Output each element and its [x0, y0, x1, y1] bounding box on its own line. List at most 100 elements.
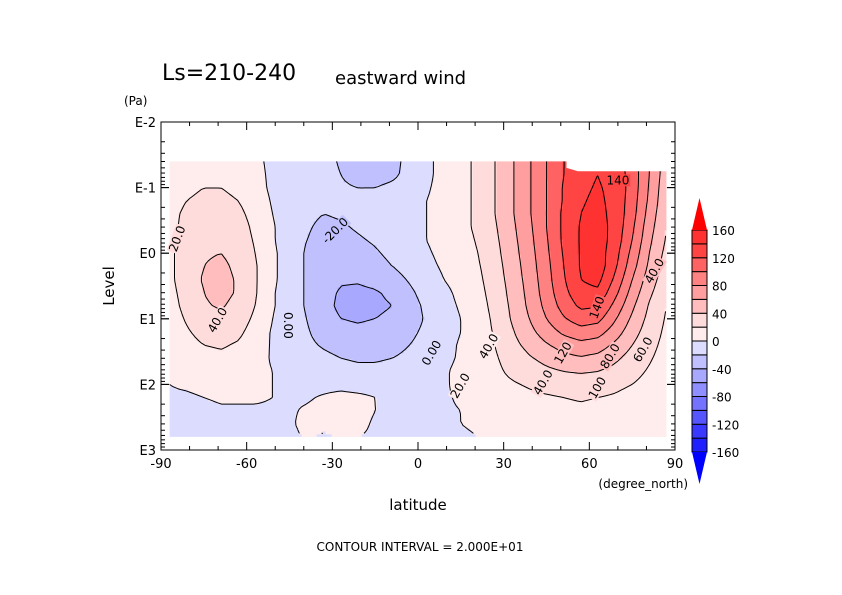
contour-fill-cell: [478, 191, 482, 195]
contour-fill-cell: [664, 206, 668, 210]
contour-fill-cell: [559, 188, 563, 192]
contour-fill-cell: [634, 203, 638, 207]
contour-fill-cell: [562, 188, 566, 192]
contour-fill-cell: [172, 176, 176, 180]
contour-fill-cell: [388, 221, 392, 225]
contour-fill-cell: [199, 227, 203, 231]
contour-fill-cell: [433, 224, 437, 228]
contour-fill-cell: [433, 242, 437, 246]
contour-fill-cell: [373, 233, 377, 237]
contour-fill-cell: [331, 206, 335, 210]
contour-fill-cell: [379, 221, 383, 225]
contour-fill-cell: [478, 161, 482, 165]
contour-fill-cell: [466, 194, 470, 198]
contour-fill-cell: [484, 167, 488, 171]
contour-fill-cell: [439, 203, 443, 207]
contour-fill-cell: [244, 227, 248, 231]
contour-fill-cell: [373, 230, 377, 234]
contour-fill-cell: [598, 242, 602, 246]
contour-fill-cell: [658, 197, 662, 201]
contour-fill-cell: [334, 173, 338, 177]
contour-fill-cell: [397, 203, 401, 207]
contour-fill-cell: [268, 248, 272, 252]
contour-fill-cell: [190, 218, 194, 222]
contour-fill-cell: [175, 161, 179, 165]
contour-fill-cell: [463, 218, 467, 222]
contour-fill-cell: [586, 197, 590, 201]
contour-fill-cell: [640, 185, 644, 189]
contour-fill-cell: [469, 230, 473, 234]
contour-fill-cell: [640, 227, 644, 231]
contour-fill-cell: [547, 230, 551, 234]
contour-fill-cell: [232, 248, 236, 252]
contour-fill-cell: [505, 227, 509, 231]
contour-fill-cell: [184, 167, 188, 171]
contour-fill-cell: [217, 221, 221, 225]
contour-fill-cell: [268, 173, 272, 177]
contour-fill-cell: [391, 191, 395, 195]
contour-fill-cell: [586, 179, 590, 183]
contour-fill-cell: [349, 173, 353, 177]
contour-fill-cell: [232, 197, 236, 201]
contour-fill-cell: [385, 197, 389, 201]
contour-fill-cell: [643, 248, 647, 252]
contour-fill-cell: [544, 242, 548, 246]
contour-fill-cell: [475, 194, 479, 198]
contour-fill-cell: [256, 200, 260, 204]
contour-fill-cell: [319, 185, 323, 189]
contour-fill-cell: [334, 242, 338, 246]
contour-fill-cell: [550, 161, 554, 165]
contour-fill-cell: [388, 161, 392, 165]
contour-fill-cell: [460, 221, 464, 225]
contour-fill-cell: [403, 233, 407, 237]
contour-fill-cell: [526, 164, 530, 168]
contour-fill-cell: [451, 239, 455, 243]
contour-fill-cell: [616, 221, 620, 225]
contour-fill-cell: [652, 218, 656, 222]
contour-fill-cell: [418, 188, 422, 192]
contour-fill-cell: [538, 218, 542, 222]
contour-fill-cell: [292, 209, 296, 213]
contour-fill-cell: [247, 212, 251, 216]
contour-fill-cell: [205, 176, 209, 180]
contour-fill-cell: [664, 212, 668, 216]
contour-fill-cell: [457, 176, 461, 180]
contour-fill-cell: [199, 215, 203, 219]
contour-fill-cell: [367, 197, 371, 201]
contour-fill-cell: [307, 224, 311, 228]
contour-fill-cell: [604, 203, 608, 207]
contour-fill-cell: [358, 194, 362, 198]
contour-fill-cell: [634, 218, 638, 222]
contour-fill-cell: [292, 236, 296, 240]
contour-fill-cell: [565, 167, 569, 171]
contour-fill-cell: [373, 200, 377, 204]
contour-fill-cell: [475, 206, 479, 210]
contour-fill-cell: [439, 248, 443, 252]
contour-fill-cell: [184, 185, 188, 189]
contour-fill-cell: [631, 197, 635, 201]
contour-fill-cell: [277, 236, 281, 240]
contour-fill-cell: [397, 173, 401, 177]
contour-fill-cell: [406, 209, 410, 213]
contour-fill-cell: [280, 212, 284, 216]
contour-fill-cell: [649, 188, 653, 192]
contour-fill-cell: [217, 194, 221, 198]
contour-fill-cell: [466, 203, 470, 207]
contour-fill-cell: [433, 212, 437, 216]
contour-fill-cell: [556, 182, 560, 186]
contour-fill-cell: [595, 248, 599, 252]
contour-fill-cell: [649, 206, 653, 210]
contour-fill-cell: [364, 188, 368, 192]
contour-fill-cell: [514, 239, 518, 243]
contour-fill-cell: [580, 203, 584, 207]
contour-fill-cell: [631, 194, 635, 198]
contour-fill-cell: [508, 182, 512, 186]
contour-fill-cell: [640, 218, 644, 222]
contour-fill-cell: [661, 224, 665, 228]
contour-fill-cell: [523, 161, 527, 165]
contour-fill-cell: [487, 233, 491, 237]
contour-fill-cell: [397, 218, 401, 222]
contour-fill-cell: [511, 215, 515, 219]
contour-fill-cell: [394, 230, 398, 234]
contour-fill-cell: [295, 170, 299, 174]
